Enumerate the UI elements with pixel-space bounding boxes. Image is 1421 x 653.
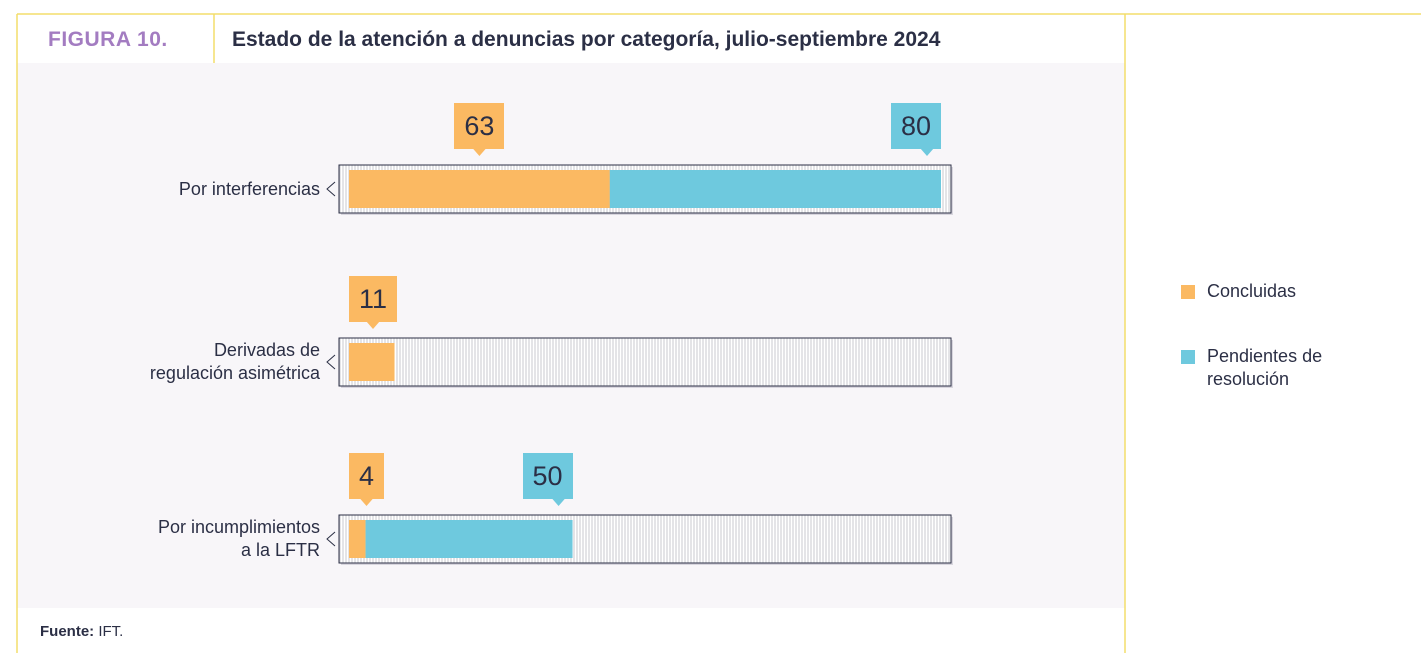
value-label: 11 [349,276,397,322]
bar-segment [609,170,941,208]
value-label: 63 [454,103,505,149]
label-pointer [326,531,336,547]
legend-swatch [1181,350,1195,364]
marks [326,148,1195,565]
value-label-pointer [366,321,380,329]
chart-title: Estado de la atención a denuncias por ca… [232,28,941,51]
value-label: 80 [891,103,941,149]
bar-segment [349,343,395,381]
source-label: Fuente: [40,623,95,640]
value-label-pointer [551,498,566,506]
bar-segment [365,520,573,558]
bar-segment [349,520,366,558]
source: Fuente: IFT. [40,623,123,640]
source-text: IFT. [98,623,124,640]
legend-label: Pendientes de resolución [1207,346,1323,389]
legend-label: Concluidas [1207,281,1297,301]
figure-label: FIGURA 10. [48,28,168,51]
category-label: Derivadas de regulación asimétrica [149,340,320,383]
label-pointer [326,181,336,197]
category-label: Por interferencias [178,178,320,199]
bar-track [338,337,952,387]
value-label-pointer [472,148,487,156]
label-pointer [326,354,336,370]
bar-segment [349,170,610,208]
category-label: Por incumplimientos a la LFTR [157,517,320,560]
legend-swatch [1181,285,1195,299]
value-label: 50 [522,453,573,499]
value-label-pointer [920,148,934,156]
value-label: 4 [349,453,384,499]
value-label-pointer [359,498,374,506]
